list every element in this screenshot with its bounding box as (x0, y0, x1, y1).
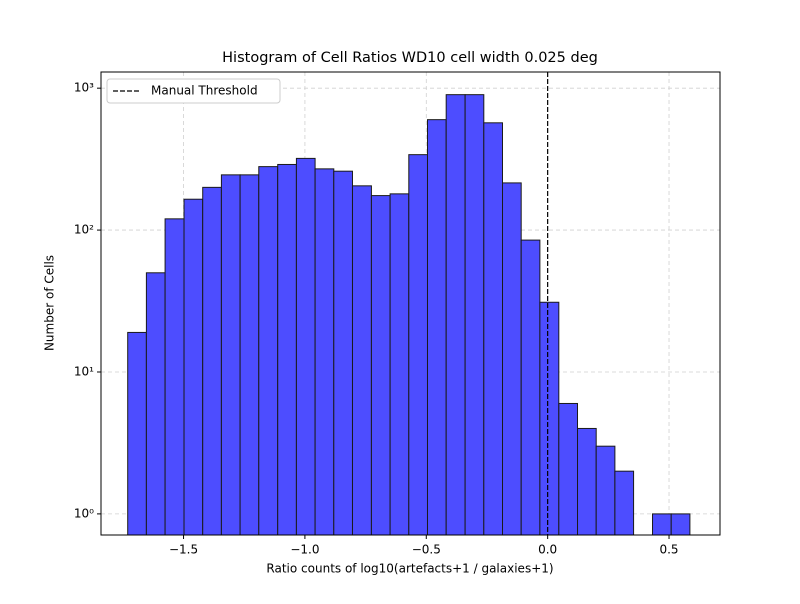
x-tick-label: −1.5 (169, 543, 198, 557)
bar (220, 174, 241, 536)
bar (277, 163, 297, 536)
legend-label: Manual Threshold (151, 84, 258, 98)
bar (445, 94, 466, 536)
bar (595, 445, 616, 536)
bar (145, 272, 166, 536)
bar (539, 301, 560, 536)
bar (202, 186, 222, 536)
bar (164, 218, 185, 536)
bar (520, 239, 541, 536)
x-tick-label: 0.0 (538, 543, 557, 557)
bar (351, 185, 372, 536)
bar (127, 331, 147, 536)
legend-box (106, 78, 281, 104)
bar (370, 195, 391, 536)
bar (670, 513, 691, 536)
chart-title: Histogram of Cell Ratios WD10 cell width… (222, 50, 598, 66)
x-tick-label: −0.5 (412, 543, 441, 557)
bar (464, 94, 485, 536)
bar (577, 427, 597, 536)
plot-frame (100, 71, 721, 536)
bar (183, 198, 204, 536)
bar (239, 174, 260, 536)
bar (295, 157, 316, 536)
bar (258, 166, 279, 536)
x-axis-label: Ratio counts of log10(artefacts+1 / gala… (266, 562, 553, 576)
bar (408, 154, 428, 536)
y-axis-label: Number of Cells (43, 255, 57, 351)
bar (502, 182, 522, 536)
y-tick-label: 10² (74, 223, 94, 237)
bar (389, 193, 410, 536)
y-tick-label: 10⁰ (74, 506, 94, 520)
bar (426, 119, 447, 536)
y-tick-label: 10¹ (74, 364, 94, 378)
bar (333, 170, 353, 536)
bar (614, 470, 635, 536)
y-tick-label: 10³ (74, 81, 94, 95)
bar (314, 168, 335, 536)
bar (558, 402, 579, 536)
x-tick-label: 0.5 (659, 543, 678, 557)
bar (652, 513, 672, 536)
x-tick-label: −1.0 (290, 543, 319, 557)
bar (483, 122, 504, 536)
